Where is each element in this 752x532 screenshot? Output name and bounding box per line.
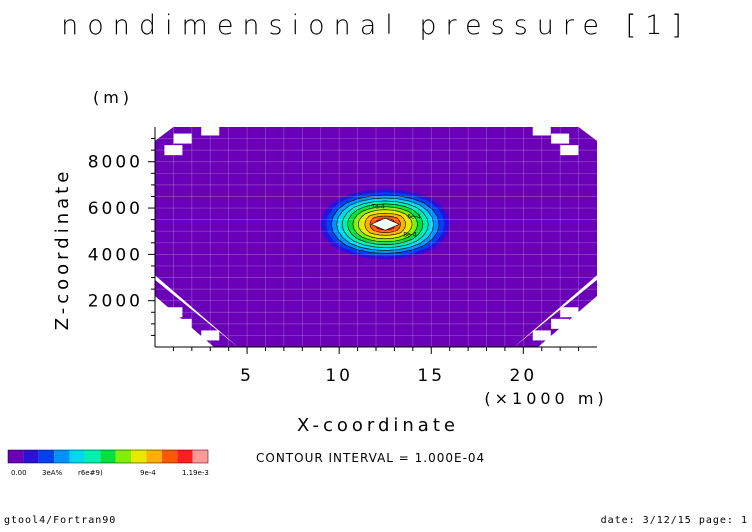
y-tick-label: 2000: [88, 292, 143, 312]
x-axis-label: X-coordinate: [297, 415, 459, 436]
colorbar-label: 0.00: [11, 469, 27, 477]
y-axis-unit: (m): [93, 88, 133, 107]
colorbar-swatch: [8, 450, 24, 463]
colorbar-label: 9e-4: [140, 469, 156, 477]
colorbar-label: 1.19e-3: [182, 469, 209, 477]
colorbar-frame: [7, 449, 209, 464]
corner-mask: [155, 275, 238, 347]
y-tick-label: 6000: [88, 199, 143, 219]
corner-notch: [201, 127, 220, 136]
corner-notch: [532, 330, 551, 341]
field-layer: 6e-4 7e-4 8e-4: [155, 127, 597, 347]
corner-notch: [551, 318, 570, 329]
plot-area: 6e-4 7e-4 8e-4: [155, 127, 597, 347]
axes: 5 10 15 20 2000 4000 6000 8000 X-coordinate (×100…: [52, 88, 607, 436]
x-tick-label: 15: [417, 366, 445, 386]
colorbar-swatch: [38, 450, 55, 463]
corner-mask: [514, 275, 597, 347]
y-tick-label: 8000: [88, 153, 143, 173]
corner-notch: [560, 145, 579, 156]
x-tick-label: 10: [325, 366, 353, 386]
corner-band: [517, 127, 597, 167]
contour-label: 7e-4: [371, 203, 385, 210]
colorbar-swatch: [177, 450, 193, 463]
contour-label: 6e-4: [407, 213, 421, 220]
colorbar-swatch: [23, 450, 39, 463]
corner-notch: [164, 307, 183, 318]
colorbar-swatch: [54, 450, 70, 463]
colorbar-swatch: [115, 450, 132, 463]
corner-notch: [551, 133, 570, 144]
x-axis-unit: (×1000 m): [484, 389, 607, 408]
colorbar-swatch: [146, 450, 162, 463]
corner-notch: [173, 318, 192, 329]
corner-band: [514, 279, 597, 347]
contour-peak: [370, 217, 400, 231]
colorbar-swatch: [100, 450, 116, 463]
colorbar-swatch: [69, 450, 85, 463]
contour-interval-label: CONTOUR INTERVAL = 1.000E-04: [256, 451, 486, 465]
corner-band: [155, 279, 238, 347]
x-tick-label: 20: [510, 366, 538, 386]
chart-title: nondimensional pressure [1]: [61, 10, 691, 41]
colorbar-swatch: [161, 450, 178, 463]
footer-program: gtool4/Fortran90: [4, 515, 117, 526]
contour-label: 8e-4: [403, 231, 417, 238]
colorbar-label: 3eA%: [42, 469, 63, 477]
x-tick-label: 5: [240, 366, 254, 386]
y-tick-label: 4000: [88, 245, 143, 265]
corner-notch: [201, 330, 220, 341]
colorbar-swatch: [131, 450, 147, 463]
colorbar-label: r6e#9): [78, 469, 103, 477]
corner-notch: [173, 133, 192, 144]
corner-notch: [560, 307, 579, 318]
colorbar-swatch: [192, 450, 208, 463]
colorbar: 0.00 3eA% r6e#9) 9e-4 1.19e-3: [7, 449, 209, 477]
corner-notch: [532, 127, 551, 136]
y-axis-label: Z-coordinate: [52, 168, 73, 331]
colorbar-swatch: [84, 450, 101, 463]
footer-date: date: 3/12/15 page: 1: [600, 515, 748, 526]
corner-notch: [164, 145, 183, 156]
